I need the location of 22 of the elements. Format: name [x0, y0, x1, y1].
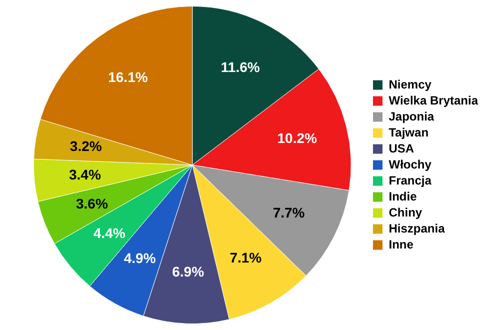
legend-label: Hiszpania — [388, 221, 446, 236]
legend-label: Wielka Brytania — [388, 93, 478, 108]
data-label: 3.2% — [70, 138, 102, 154]
data-label: 7.7% — [272, 204, 306, 220]
legend-label: Francja — [388, 173, 432, 188]
legend-label: Inne — [388, 237, 414, 252]
data-label: 3.6% — [76, 195, 108, 212]
legend-label: Indie — [388, 189, 418, 204]
legend-label: Chiny — [388, 205, 422, 220]
legend-label: Włochy — [388, 157, 432, 172]
legend-label: Japonia — [388, 109, 434, 124]
legend-label: Tajwan — [388, 125, 429, 140]
data-label: 16.1% — [108, 69, 148, 86]
data-label: 4.9% — [124, 250, 156, 266]
legend-label: Niemcy — [388, 77, 432, 92]
data-label: 4.4% — [93, 224, 126, 241]
data-label: 11.6% — [220, 59, 260, 76]
data-label: 7.1% — [230, 250, 262, 266]
legend-label: USA — [388, 141, 414, 156]
data-label: 6.9% — [172, 264, 205, 280]
data-label: 10.2% — [277, 130, 318, 146]
data-label: 3.4% — [68, 166, 102, 182]
